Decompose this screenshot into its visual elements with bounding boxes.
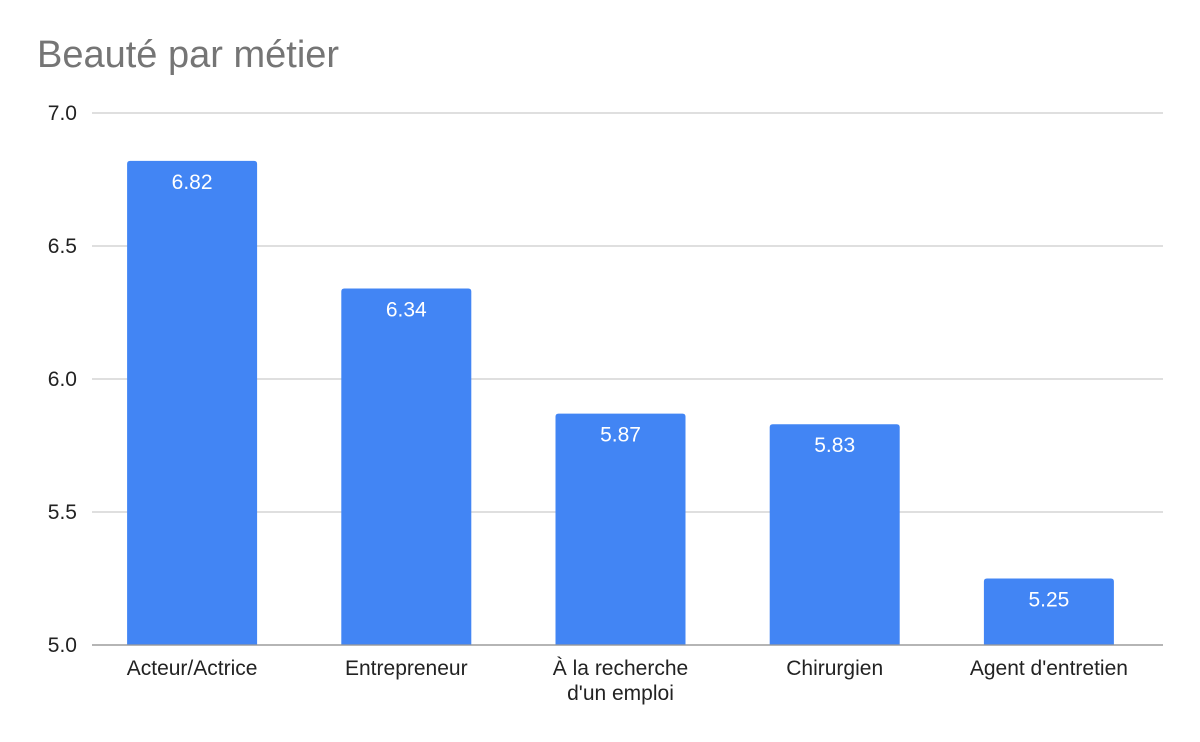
x-tick-label: Agent d'entretien [970, 657, 1128, 680]
data-label: 6.34 [386, 299, 427, 322]
data-label: 6.82 [172, 171, 213, 194]
data-label: 5.87 [600, 424, 641, 447]
x-tick-label: Entrepreneur [345, 657, 468, 680]
x-tick-label: Chirurgien [786, 657, 883, 680]
y-tick-label: 5.0 [48, 634, 77, 657]
y-tick-label: 5.5 [48, 501, 77, 524]
y-tick-label: 7.0 [48, 102, 77, 125]
bar [127, 160, 258, 645]
data-label: 5.83 [814, 434, 855, 457]
y-tick-label: 6.0 [48, 368, 77, 391]
bar [555, 413, 686, 645]
bar [769, 424, 900, 645]
data-label: 5.25 [1028, 589, 1069, 612]
y-tick-label: 6.5 [48, 235, 77, 258]
x-tick-label: Acteur/Actrice [127, 657, 258, 680]
bar [341, 288, 472, 645]
chart-title: Beauté par métier [37, 34, 340, 76]
bar [983, 578, 1114, 645]
x-tick-label: À la recherche d'un emploi [553, 657, 688, 705]
